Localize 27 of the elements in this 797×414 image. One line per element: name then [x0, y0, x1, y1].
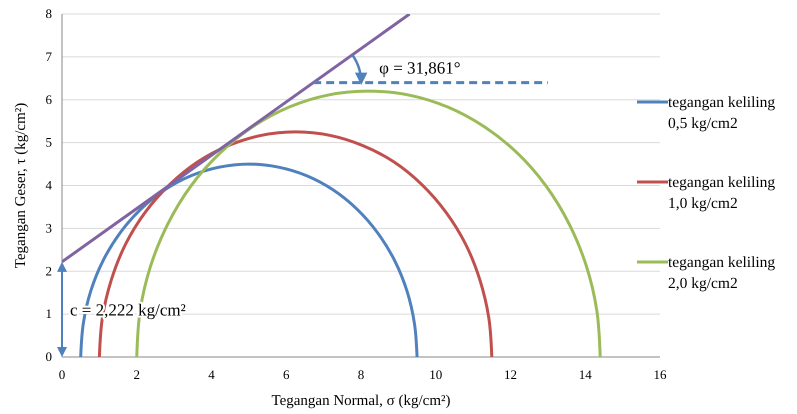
x-tick-label: 12 [504, 367, 517, 382]
x-tick-label: 6 [283, 367, 290, 382]
x-tick-label: 4 [208, 367, 216, 382]
line-series [79, 162, 419, 357]
annotation: φ = 31,861° [379, 58, 461, 78]
y-tick-label: 1 [46, 306, 52, 322]
x-tick-label: 16 [654, 367, 667, 382]
x-tick-label: 2 [134, 367, 140, 382]
y-tick-label: 5 [46, 134, 52, 150]
legend-label: tegangan keliling 1,0 kg/cm2 [668, 174, 776, 212]
y-axis-title: Tegangan Geser, τ (kg/cm²) [13, 102, 29, 268]
y-tick-label: 0 [46, 349, 52, 364]
x-tick-label: 10 [429, 367, 442, 382]
y-tick-label: 6 [46, 92, 52, 107]
y-tick-label: 2 [46, 263, 52, 278]
x-tick-label: 0 [58, 367, 66, 382]
line-series [135, 90, 602, 357]
y-tick-label: 3 [46, 220, 52, 236]
legend-label: tegangan keliling 2,0 kg/cm2 [668, 254, 776, 292]
y-tick-label: 7 [46, 48, 52, 64]
x-tick-label: 14 [578, 367, 592, 382]
x-axis-title: Tegangan Normal, σ (kg/cm²) [272, 393, 450, 409]
line-series [98, 130, 494, 357]
x-tick-label: 8 [358, 367, 364, 382]
y-tick-label: 4 [46, 178, 52, 192]
y-tick-label: 8 [46, 6, 52, 21]
legend-label: tegangan keliling 0,5 kg/cm2 [668, 94, 776, 132]
